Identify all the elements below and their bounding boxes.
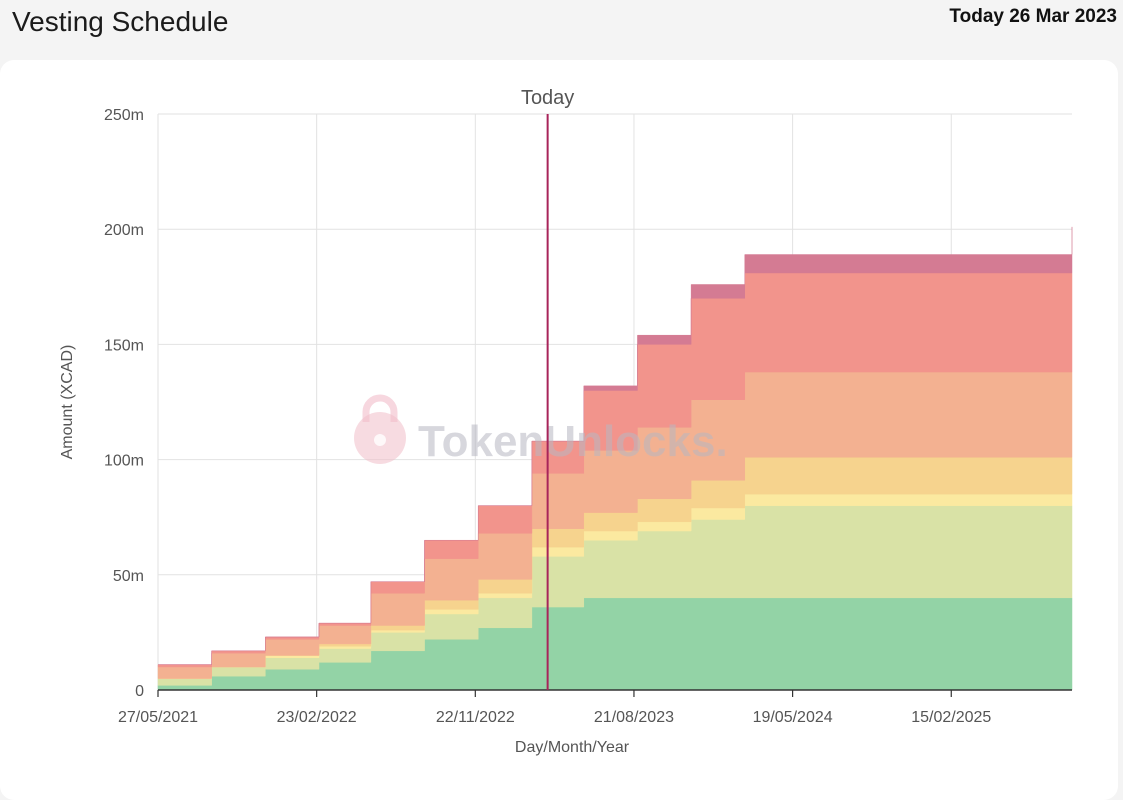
watermark: TokenUnlocks. [418, 417, 728, 466]
x-tick-label-0: 27/05/2021 [118, 709, 198, 726]
x-axis-title: Day/Month/Year [515, 739, 630, 756]
x-tick-label-3: 21/08/2023 [594, 709, 674, 726]
series-area-6 [158, 226, 1073, 665]
tick-labels: 0 50m 100m 150m 200m 250m 27/05/2021 23/02/2022… [104, 107, 991, 726]
today-marker: Today [521, 87, 574, 690]
x-tick-label-2: 22/11/2022 [436, 709, 515, 726]
x-tick-label-1: 23/02/2022 [277, 709, 357, 726]
axes [157, 689, 1072, 697]
lock-icon [354, 394, 406, 464]
page-title: Vesting Schedule [12, 6, 229, 37]
y-tick-label-2: 100m [104, 453, 144, 470]
today-label: Today [521, 87, 574, 109]
chart-card: TokenUnlocks. Today 0 50m 100m 150m 200m 250m… [0, 60, 1118, 800]
y-tick-label-3: 150m [104, 337, 144, 354]
stacked-areas [157, 226, 1073, 691]
y-tick-label-5: 250m [104, 107, 144, 124]
y-tick-label-0: 0 [135, 683, 144, 700]
today-date-label: Today 26 Mar 2023 [949, 6, 1117, 27]
vesting-chart: TokenUnlocks. Today 0 50m 100m 150m 200m 250m… [59, 87, 1073, 756]
x-tick-label-5: 15/02/2025 [911, 709, 991, 726]
y-axis-title: Amount (XCAD) [59, 345, 76, 460]
y-tick-label-1: 50m [113, 568, 144, 585]
y-tick-label-4: 200m [104, 222, 144, 239]
x-tick-label-4: 19/05/2024 [753, 709, 833, 726]
